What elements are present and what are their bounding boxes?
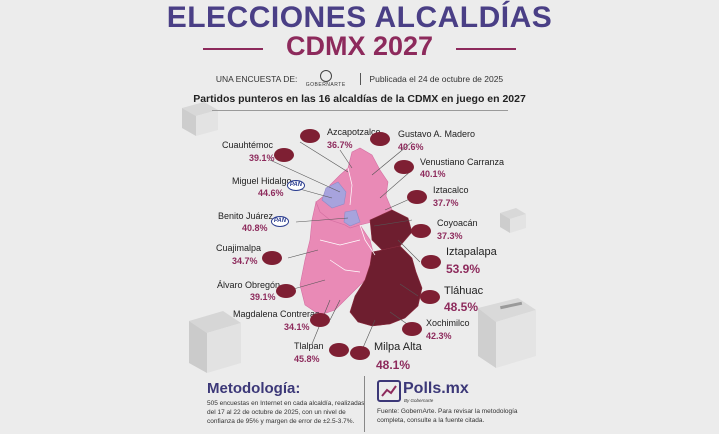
alcaldia-name: Gustavo A. Madero — [398, 129, 476, 139]
main-title: ELECCIONES ALCALDÍAS — [166, 1, 553, 34]
decorative-ballot-box — [185, 305, 245, 375]
alcaldia-pct: 48.5% — [444, 300, 479, 314]
title-rule-left — [203, 48, 263, 50]
map-region-iztapalapa — [369, 209, 413, 251]
morena-logo — [421, 255, 441, 269]
source-text: Fuente: GobernArte. Para revisar la meto… — [377, 408, 518, 424]
decorative-ballot-box — [470, 290, 540, 370]
morena-logo — [276, 284, 296, 298]
morena-logo — [420, 290, 440, 304]
alcaldia-name: Xochimilco — [426, 318, 470, 328]
alcaldia-name: Coyoacán — [437, 218, 478, 228]
alcaldia-pct: 36.7% — [327, 140, 353, 150]
decorative-ballot-box — [180, 98, 220, 138]
map-region-tlahuac-milpa-alta — [349, 245, 423, 327]
alcaldia-pct: 45.8% — [294, 354, 320, 364]
alcaldia-name: Iztacalco — [433, 185, 469, 195]
alcaldia-pct: 34.1% — [284, 322, 310, 332]
morena-logo — [274, 148, 294, 162]
alcaldia-name: Tláhuac — [444, 285, 484, 297]
morena-logo — [329, 343, 349, 357]
alcaldia-pct: 40.6% — [398, 142, 424, 152]
gobernarte-logo: GOBERNARTE — [306, 70, 346, 88]
pan-logo: PAN — [287, 180, 305, 191]
alcaldia-pct: 42.3% — [426, 331, 452, 341]
morena-logo — [402, 322, 422, 336]
alcaldia-pct: 34.7% — [232, 256, 258, 266]
alcaldia-pct: 39.1% — [250, 292, 276, 302]
alcaldia-pct: 48.1% — [376, 358, 411, 372]
byline: UNA ENCUESTA DE: GOBERNARTE Publicada el… — [0, 70, 719, 88]
pan-logo: PAN — [271, 216, 289, 227]
decorative-ballot-box — [498, 205, 528, 235]
morena-logo — [300, 129, 320, 143]
footer-divider — [364, 376, 365, 432]
morena-logo — [394, 160, 414, 174]
chart-subtitle: Partidos punteros en las 16 alcaldías de… — [193, 93, 526, 105]
alcaldia-name: Cuauhtémoc — [222, 140, 274, 150]
byline-prefix: UNA ENCUESTA DE: — [215, 74, 298, 84]
map-region-west — [299, 200, 376, 316]
alcaldia-name: Tlalpan — [294, 341, 324, 351]
alcaldia-name: Benito Juárez — [218, 211, 274, 221]
alcaldia-name: Venustiano Carranza — [420, 157, 505, 167]
alcaldia-pct: 39.1% — [249, 153, 275, 163]
morena-logo — [411, 224, 431, 238]
alcaldia-pct: 40.1% — [420, 169, 446, 179]
map-region-miguel-hidalgo — [321, 181, 347, 209]
morena-logo — [407, 190, 427, 204]
alcaldia-name: Cuajimalpa — [216, 243, 262, 253]
morena-logo — [370, 132, 390, 146]
title-rule-right — [456, 48, 516, 50]
alcaldia-name: Iztapalapa — [446, 246, 497, 258]
alcaldia-pct: 53.9% — [446, 262, 481, 276]
alcaldia-name: Milpa Alta — [374, 341, 422, 353]
alcaldia-pct: 37.7% — [433, 198, 459, 208]
gobernarte-logo-text: GOBERNARTE — [305, 82, 346, 88]
alcaldia-name: Miguel Hidalgo — [232, 176, 292, 186]
alcaldia-name: Magdalena Contreras — [233, 309, 320, 319]
methodology-title: Metodología: — [207, 380, 301, 397]
main-subtitle: CDMX 2027 — [285, 31, 434, 61]
morena-logo — [262, 251, 282, 265]
published-date: Publicada el 24 de octubre de 2025 — [369, 74, 504, 84]
methodology-text: 505 encuestas en Internet en cada alcald… — [207, 400, 365, 425]
alcaldia-name: Álvaro Obregón — [217, 280, 281, 290]
polls-brand-name: Polls.mx — [403, 380, 469, 397]
map-region-benito-juarez — [343, 209, 361, 227]
alcaldia-pct: 37.3% — [437, 231, 463, 241]
alcaldia-pct: 44.6% — [258, 188, 284, 198]
polls-brand-sub: By Gobernarte — [404, 398, 434, 403]
alcaldia-pct: 40.8% — [242, 223, 268, 233]
alcaldia-name: Azcapotzalco — [327, 127, 381, 137]
morena-logo — [350, 346, 370, 360]
subtitle-rule — [212, 110, 508, 111]
morena-logo — [310, 313, 330, 327]
